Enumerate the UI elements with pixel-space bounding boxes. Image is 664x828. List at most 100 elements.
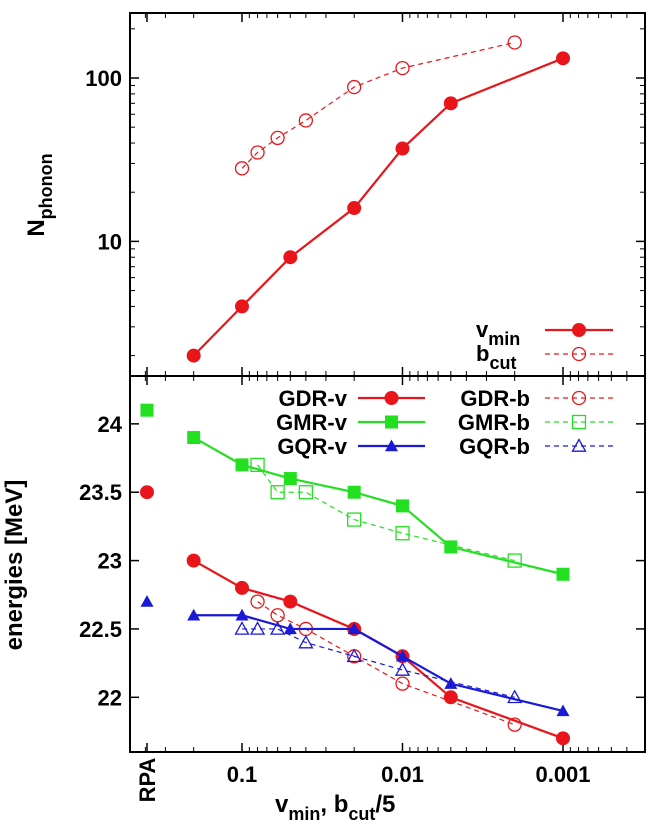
top-legend-label: vmin bbox=[476, 317, 520, 349]
bottom-data-point bbox=[235, 580, 249, 595]
top-data-point bbox=[507, 35, 522, 50]
bottom-data-point bbox=[444, 677, 458, 689]
bottom-data-point bbox=[270, 485, 285, 500]
bottom-y-tick-label: 24 bbox=[98, 412, 123, 437]
top-series-0 bbox=[186, 51, 570, 363]
x-axis-title-tail: /5 bbox=[375, 791, 395, 818]
bottom-y-axis: 22 22.5 23 23.5 24 energies [MeV] bbox=[1, 412, 645, 710]
bottom-series-4 bbox=[140, 595, 570, 717]
bottom-series-line bbox=[242, 628, 515, 698]
bottom-data-point bbox=[270, 621, 286, 635]
bottom-rpa-point bbox=[140, 403, 154, 417]
top-data-point bbox=[186, 348, 201, 363]
bottom-data-point bbox=[250, 594, 265, 609]
x-tick-label: 0.001 bbox=[535, 762, 590, 787]
bottom-legend-marker bbox=[571, 438, 587, 452]
top-series-line bbox=[192, 57, 564, 357]
bottom-data-point bbox=[395, 676, 410, 691]
top-series-1 bbox=[234, 35, 522, 176]
bottom-y-tick-label: 22.5 bbox=[79, 617, 122, 642]
bottom-legend-label: GDR-b bbox=[460, 386, 530, 411]
top-data-point bbox=[283, 250, 298, 265]
top-y-axis-title: Nphonon bbox=[23, 153, 56, 236]
x-axis-ticks: 0.1 0.01 0.001 RPA bbox=[135, 13, 628, 802]
x-rpa-label: RPA bbox=[135, 757, 160, 802]
bottom-data-point bbox=[347, 485, 361, 499]
bottom-data-point bbox=[444, 540, 458, 554]
bottom-data-point bbox=[507, 689, 523, 704]
top-legend-marker bbox=[571, 346, 587, 362]
bottom-legend-label: GMR-b bbox=[458, 410, 530, 435]
x-axis-title-sep: , b bbox=[320, 791, 348, 818]
bottom-data-point bbox=[347, 622, 361, 635]
top-data-point bbox=[556, 51, 570, 66]
bottom-y-tick-label: 23.5 bbox=[79, 480, 122, 505]
bottom-legend-label: GQR-b bbox=[459, 434, 530, 459]
bottom-series-5 bbox=[234, 621, 523, 704]
bottom-y-axis-title: energies [MeV] bbox=[1, 480, 28, 651]
bottom-data-point bbox=[283, 472, 297, 486]
top-y-tick-label: 100 bbox=[85, 66, 122, 91]
bottom-data-point bbox=[396, 649, 409, 662]
bottom-data-point bbox=[186, 553, 201, 568]
top-series-line bbox=[241, 41, 515, 169]
x-axis-title: vmin, bcut/5 bbox=[275, 791, 395, 824]
top-legend-label-main: b bbox=[476, 341, 489, 366]
bottom-series-2 bbox=[140, 403, 570, 581]
bottom-data-point bbox=[394, 662, 411, 676]
top-legend-label-sub: cut bbox=[489, 353, 516, 373]
top-legend-label-sub: min bbox=[488, 329, 520, 349]
bottom-legend-marker bbox=[384, 391, 399, 405]
bottom-data-point bbox=[270, 608, 285, 623]
bottom-data-point bbox=[346, 648, 362, 663]
top-data-point bbox=[395, 60, 410, 76]
x-axis-title-min: min bbox=[288, 804, 320, 824]
bottom-data-point bbox=[283, 594, 298, 609]
bottom-legend-marker bbox=[385, 439, 398, 452]
bottom-legend: GDR-v GDR-b GMR-v GMR-b GQR-v GQR-b bbox=[276, 386, 613, 459]
bottom-series-1 bbox=[250, 594, 522, 732]
top-data-point bbox=[347, 201, 362, 216]
bottom-y-tick-label: 23 bbox=[98, 549, 122, 574]
bottom-rpa-point bbox=[140, 595, 154, 607]
bottom-data-point bbox=[443, 690, 458, 705]
top-y-axis: 10 100 Nphonon bbox=[23, 28, 645, 357]
top-y-tick-label: 10 bbox=[98, 229, 122, 254]
bottom-legend-marker bbox=[571, 390, 587, 406]
top-legend-marker bbox=[572, 323, 586, 337]
x-axis-title-v: v bbox=[275, 791, 289, 818]
bottom-data-point bbox=[507, 717, 522, 732]
bottom-series-line bbox=[193, 559, 564, 740]
bottom-data-point bbox=[283, 622, 297, 635]
bottom-series-line bbox=[257, 601, 515, 726]
bottom-y-tick-label: 22 bbox=[98, 685, 122, 710]
bottom-data-point bbox=[235, 458, 249, 472]
bottom-rpa-point bbox=[140, 485, 154, 500]
bottom-data-point bbox=[298, 485, 314, 500]
x-tick-label: 0.01 bbox=[381, 762, 424, 787]
bottom-data-point bbox=[234, 621, 250, 635]
top-data-point bbox=[298, 113, 314, 128]
bottom-data-point bbox=[556, 731, 570, 746]
top-data-point bbox=[234, 161, 250, 176]
bottom-data-point bbox=[187, 431, 201, 445]
bottom-data-point bbox=[298, 634, 314, 649]
top-panel-frame bbox=[129, 12, 646, 377]
top-legend-label: bcut bbox=[476, 341, 516, 373]
bottom-data-point bbox=[556, 567, 570, 581]
bottom-data-point bbox=[396, 499, 409, 513]
bottom-data-point bbox=[395, 526, 410, 541]
top-data-point bbox=[347, 79, 362, 95]
bottom-legend-marker bbox=[571, 414, 587, 430]
bottom-data-point bbox=[250, 457, 265, 473]
bottom-data-point bbox=[347, 512, 362, 527]
bottom-legend-label: GQR-v bbox=[277, 434, 347, 459]
bottom-series-line bbox=[193, 614, 564, 713]
bottom-series-line bbox=[257, 464, 515, 562]
top-y-axis-title-sub: phonon bbox=[36, 153, 56, 219]
top-data-point bbox=[270, 130, 285, 146]
bottom-data-point bbox=[235, 608, 249, 621]
x-axis-title-cut: cut bbox=[348, 804, 375, 824]
bottom-data-point bbox=[556, 704, 570, 717]
